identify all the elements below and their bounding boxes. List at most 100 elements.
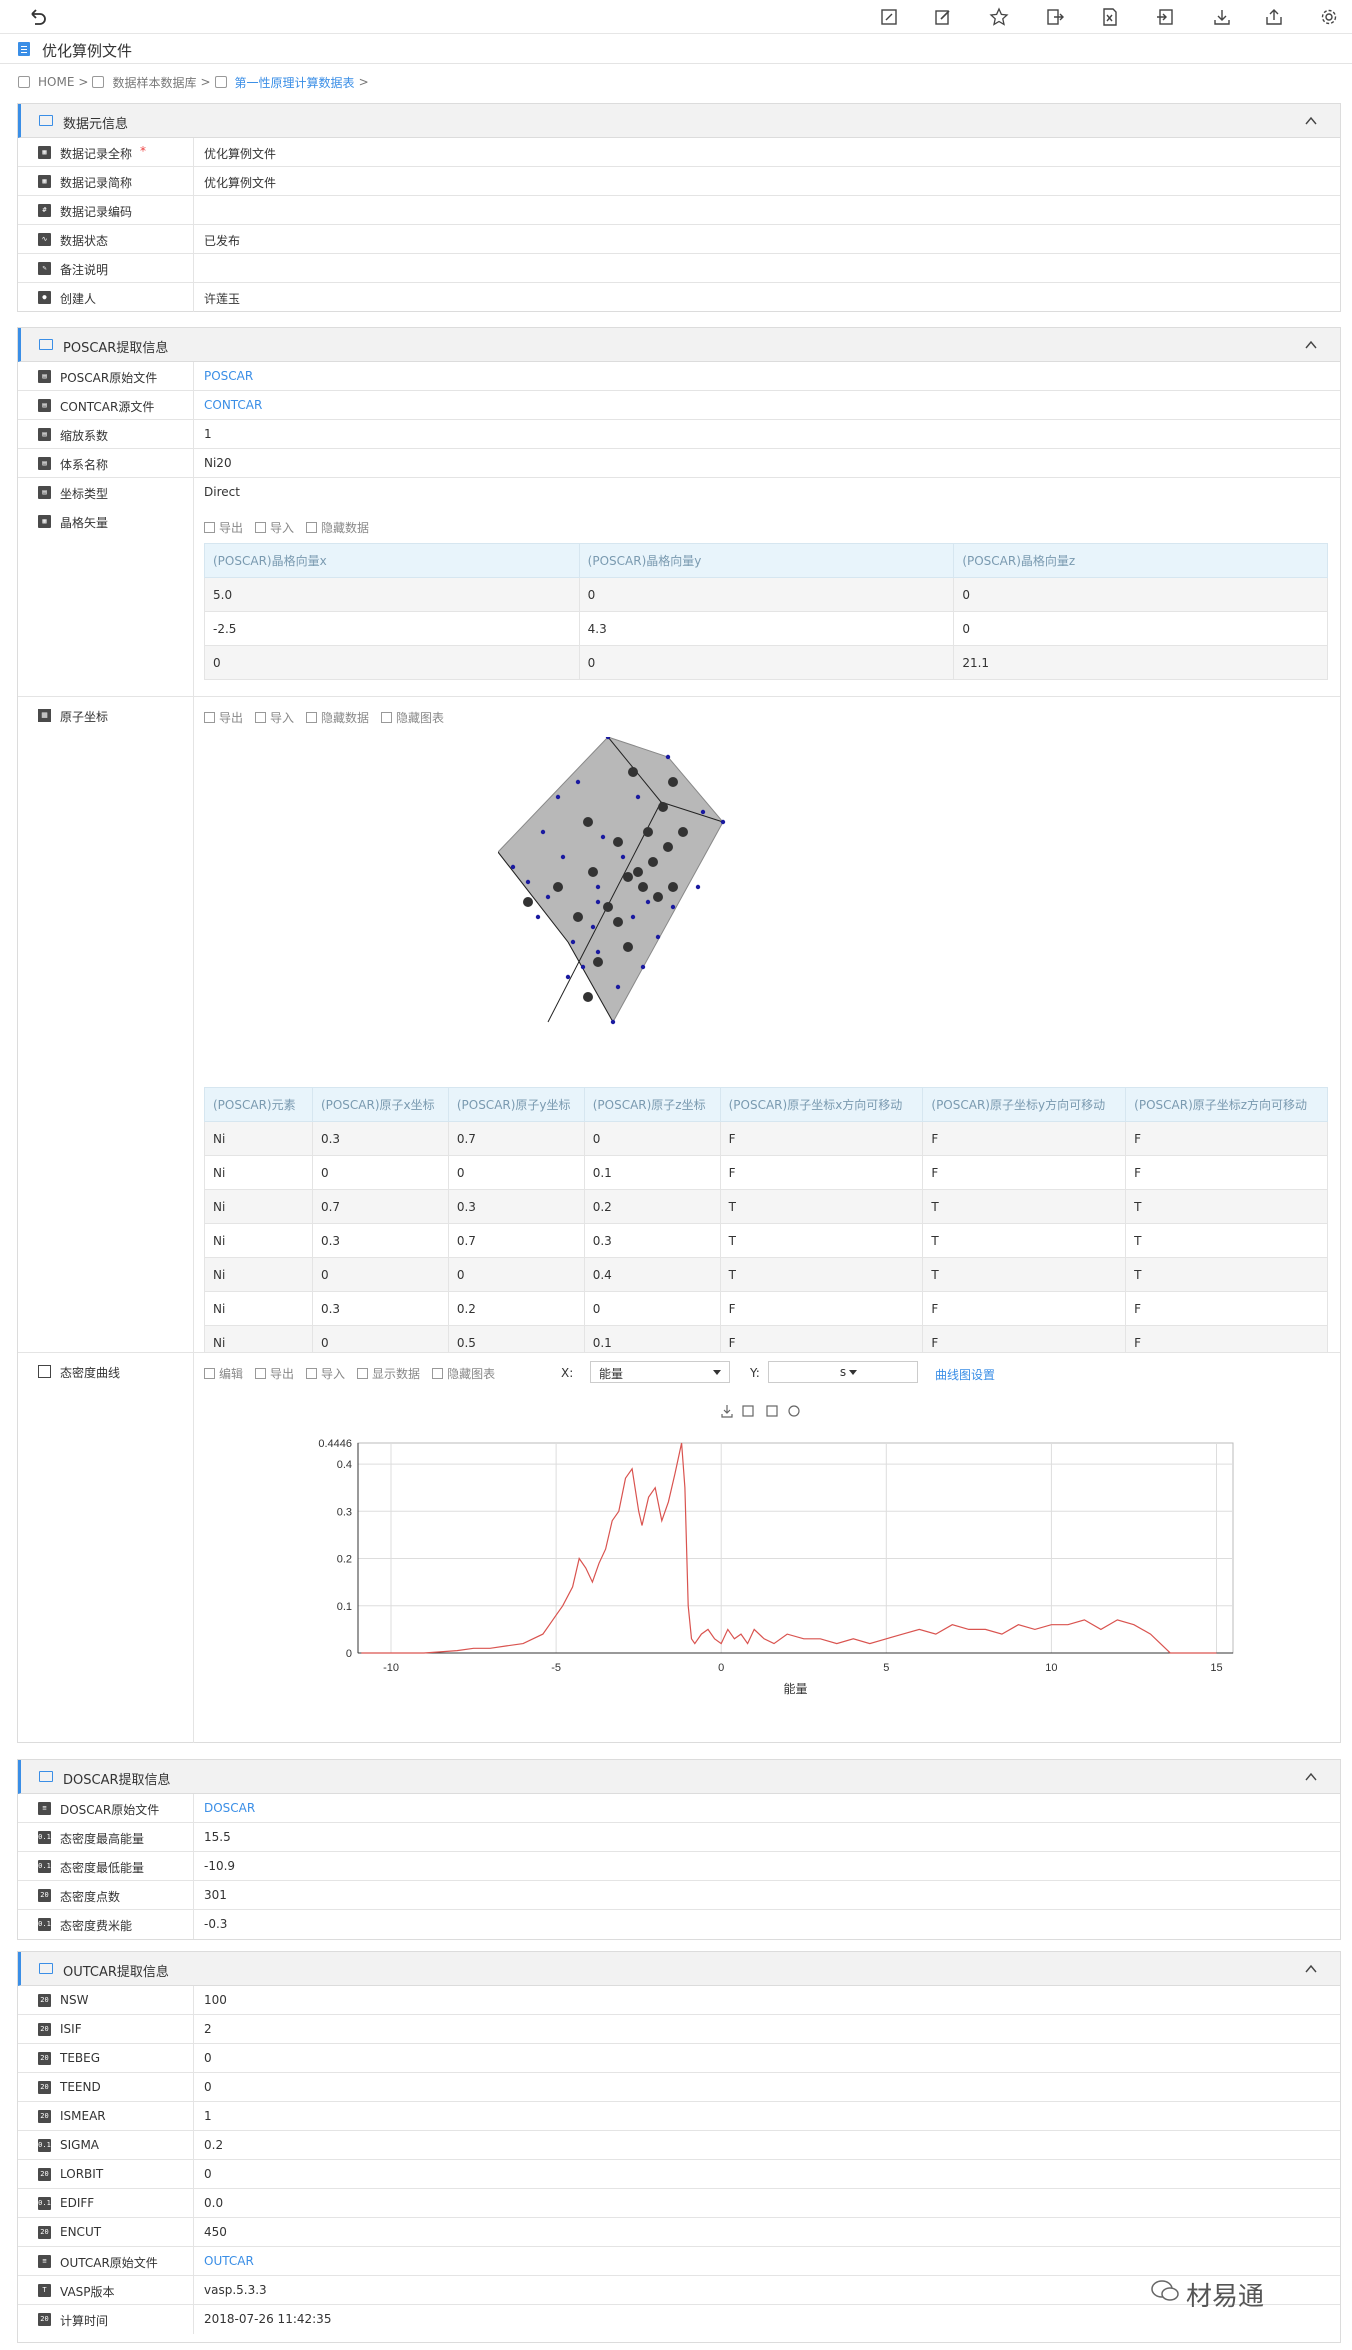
table-row[interactable]: Ni 0 0 0.1 F F F bbox=[204, 1155, 1328, 1190]
chevron-up-icon[interactable] bbox=[1304, 338, 1318, 352]
table-row[interactable]: Ni 0.3 0.7 0.3 T T T bbox=[204, 1223, 1328, 1258]
table-row[interactable]: Ni 0.3 0.2 0 F F F bbox=[204, 1291, 1328, 1326]
x-tick-label: -10 bbox=[383, 1662, 399, 1674]
field-type-icon: 20 bbox=[38, 2313, 51, 2326]
save-image-icon[interactable] bbox=[721, 1405, 733, 1418]
table-cell: F bbox=[1125, 1291, 1328, 1326]
download-icon[interactable] bbox=[1212, 7, 1232, 27]
x-axis-select[interactable]: 能量 bbox=[590, 1361, 730, 1383]
lattice-export-button[interactable]: 导出 bbox=[204, 519, 243, 536]
field-type-icon: 0.1 bbox=[38, 1860, 51, 1873]
chevron-up-icon[interactable] bbox=[1304, 1770, 1318, 1784]
column-header[interactable]: (POSCAR)原子x坐标 bbox=[311, 1087, 449, 1122]
excel-icon[interactable] bbox=[1100, 7, 1120, 27]
poscar-panel-header[interactable]: POSCAR提取信息 bbox=[18, 328, 1340, 362]
dos-export-button[interactable]: 导出 bbox=[255, 1365, 294, 1382]
atom-ni bbox=[628, 767, 638, 777]
file-link[interactable]: POSCAR bbox=[204, 369, 254, 383]
doscar-panel-header[interactable]: DOSCAR提取信息 bbox=[18, 1760, 1340, 1794]
file-link[interactable]: OUTCAR bbox=[204, 2254, 254, 2268]
curve-settings-link[interactable]: 曲线图设置 bbox=[935, 1368, 996, 1382]
column-header[interactable]: (POSCAR)晶格向量z bbox=[953, 543, 1328, 578]
dos-chart[interactable]: -10 -5 0 5 10 15 0 0.1 0.2 0.3 0.4 0.4446 能量 bbox=[318, 1427, 1258, 1707]
chart-icon bbox=[38, 1365, 51, 1378]
gear-icon[interactable] bbox=[1319, 7, 1339, 27]
table-row[interactable]: -2.5 4.3 0 bbox=[204, 611, 1328, 646]
edit-square-icon[interactable] bbox=[879, 7, 899, 27]
field-row: 20 ISMEAR 1 bbox=[18, 2102, 1340, 2131]
table-row[interactable]: 0 0 21.1 bbox=[204, 645, 1328, 680]
atoms-hide-data-button[interactable]: 隐藏数据 bbox=[306, 709, 369, 726]
field-type-icon: ∿ bbox=[38, 233, 51, 246]
field-row: ≡ DOSCAR原始文件 DOSCAR bbox=[18, 1794, 1340, 1823]
chevron-up-icon[interactable] bbox=[1304, 1962, 1318, 1976]
atom-site bbox=[600, 834, 606, 840]
lattice-import-button[interactable]: 导入 bbox=[255, 519, 294, 536]
table-row[interactable]: Ni 0.3 0.7 0 F F F bbox=[204, 1121, 1328, 1156]
field-label-text: 态密度最低能量 bbox=[60, 1861, 145, 1875]
dos-import-button[interactable]: 导入 bbox=[306, 1365, 345, 1382]
field-row: ▤ POSCAR原始文件 POSCAR bbox=[18, 362, 1340, 391]
field-value: 优化算例文件 bbox=[204, 147, 277, 161]
column-header[interactable]: (POSCAR)原子坐标y方向可移动 bbox=[922, 1087, 1127, 1122]
breadcrumb-db[interactable]: 数据样本数据库 bbox=[112, 75, 197, 90]
chart-tools bbox=[721, 1405, 800, 1418]
crystal-structure-view[interactable] bbox=[498, 737, 898, 1057]
column-header[interactable]: (POSCAR)原子z坐标 bbox=[583, 1087, 721, 1122]
breadcrumb-table[interactable]: 第一性原理计算数据表 bbox=[234, 75, 355, 90]
field-label: ▦ 数据记录简称 bbox=[18, 167, 194, 195]
atoms-export-button[interactable]: 导出 bbox=[204, 709, 243, 726]
file-link[interactable]: CONTCAR bbox=[204, 398, 263, 412]
field-type-icon: ≡ bbox=[38, 1802, 51, 1815]
y-axis-select[interactable]: s bbox=[768, 1361, 918, 1383]
column-header[interactable]: (POSCAR)晶格向量y bbox=[578, 543, 955, 578]
field-row: ▦ 数据记录全称 * 优化算例文件 bbox=[18, 138, 1340, 167]
atoms-toolbar: 导出 导入 隐藏数据 隐藏图表 bbox=[204, 709, 444, 726]
table-row[interactable]: 5.0 0 0 bbox=[204, 577, 1328, 612]
lattice-table: (POSCAR)晶格向量x (POSCAR)晶格向量y (POSCAR)晶格向量z 5… bbox=[204, 543, 1328, 680]
share-icon[interactable] bbox=[1264, 7, 1284, 27]
outcar-panel-header[interactable]: OUTCAR提取信息 bbox=[18, 1952, 1340, 1986]
export-icon[interactable] bbox=[1045, 7, 1065, 27]
field-type-icon: 20 bbox=[38, 2226, 51, 2239]
edit-icon[interactable] bbox=[933, 7, 953, 27]
lattice-hide-data-button[interactable]: 隐藏数据 bbox=[306, 519, 369, 536]
lattice-label-cell: ▦ 晶格矢量 bbox=[18, 507, 194, 697]
column-header[interactable]: (POSCAR)原子坐标z方向可移动 bbox=[1125, 1087, 1328, 1122]
table-row[interactable]: Ni 0.7 0.3 0.2 T T T bbox=[204, 1189, 1328, 1224]
field-value: 0 bbox=[204, 2080, 212, 2094]
dos-hide-chart-button[interactable]: 隐藏图表 bbox=[432, 1365, 495, 1382]
file-link[interactable]: DOSCAR bbox=[204, 1801, 256, 1815]
table-row[interactable]: Ni 0 0.5 0.1 F F F bbox=[204, 1325, 1328, 1352]
dos-show-data-button[interactable]: 显示数据 bbox=[357, 1365, 420, 1382]
field-type-icon: 20 bbox=[38, 1994, 51, 2007]
home-icon bbox=[18, 76, 30, 88]
label: 隐藏图表 bbox=[396, 711, 445, 725]
table-cell: 21.1 bbox=[953, 645, 1328, 680]
atoms-hide-chart-button[interactable]: 隐藏图表 bbox=[381, 709, 444, 726]
breadcrumb-home[interactable]: HOME bbox=[38, 75, 75, 89]
field-type-icon: ▤ bbox=[38, 370, 51, 383]
restore-icon[interactable] bbox=[788, 1405, 800, 1417]
zoom-icon[interactable] bbox=[742, 1405, 754, 1417]
table-cell: T bbox=[719, 1223, 924, 1258]
chevron-up-icon[interactable] bbox=[1304, 114, 1318, 128]
field-type-icon: 20 bbox=[38, 2052, 51, 2065]
column-header[interactable]: (POSCAR)原子y坐标 bbox=[447, 1087, 585, 1122]
y-tick-label: 0.4 bbox=[337, 1459, 352, 1471]
dos-edit-button[interactable]: 编辑 bbox=[204, 1365, 243, 1382]
back-icon[interactable] bbox=[26, 6, 48, 28]
field-label: 20 TEBEG bbox=[18, 2044, 194, 2072]
table-cell: 0 bbox=[311, 1257, 449, 1292]
zoom-reset-icon[interactable] bbox=[766, 1405, 778, 1417]
atoms-import-button[interactable]: 导入 bbox=[255, 709, 294, 726]
column-header[interactable]: (POSCAR)元素 bbox=[204, 1087, 313, 1122]
column-header[interactable]: (POSCAR)晶格向量x bbox=[204, 543, 580, 578]
meta-panel-header[interactable]: 数据元信息 bbox=[18, 104, 1340, 138]
column-header[interactable]: (POSCAR)原子坐标x方向可移动 bbox=[719, 1087, 924, 1122]
import-icon[interactable] bbox=[1155, 7, 1175, 27]
x-tick-label: 0 bbox=[718, 1662, 724, 1674]
atom-ni bbox=[643, 827, 653, 837]
table-row[interactable]: Ni 0 0 0.4 T T T bbox=[204, 1257, 1328, 1292]
star-icon[interactable] bbox=[989, 7, 1009, 27]
